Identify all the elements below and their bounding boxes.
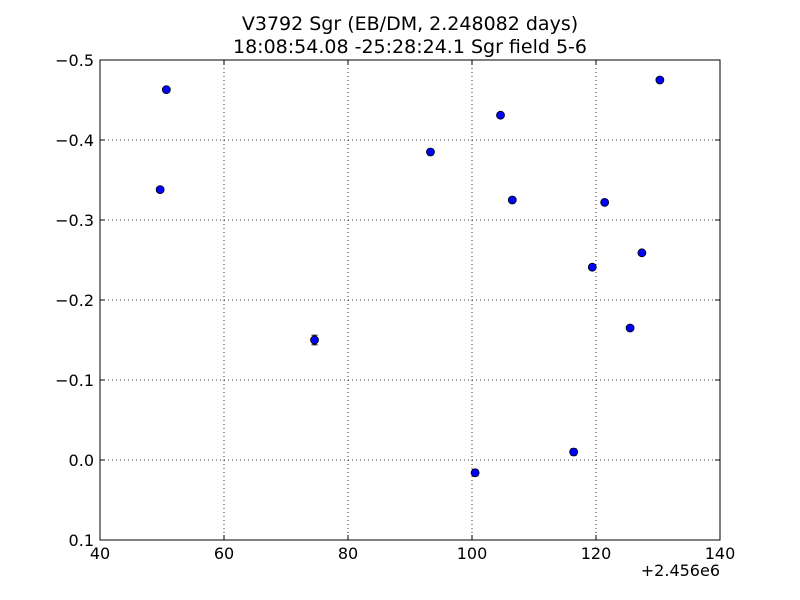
data-point [587, 262, 597, 272]
chart-title-line1: V3792 Sgr (EB/DM, 2.248082 days) [242, 13, 578, 35]
y-tick-label: −0.4 [55, 131, 94, 150]
data-point [161, 85, 171, 94]
x-tick-label: 100 [457, 544, 488, 563]
y-tick-label: 0.1 [69, 531, 94, 550]
y-tick-label: 0.0 [69, 451, 94, 470]
data-points [155, 75, 665, 478]
data-point [625, 323, 635, 333]
axis-ticks: 40 60 80 100 120 140 −0.5 −0.4 −0.3 −0.2 −0.1 0.0 0.… [55, 51, 735, 563]
data-point [155, 185, 165, 195]
x-tick-label: 140 [705, 544, 736, 563]
data-point [496, 110, 505, 120]
y-tick-label: −0.2 [55, 291, 94, 310]
data-point [655, 75, 665, 85]
data-point [600, 197, 610, 207]
x-tick-label: 60 [214, 544, 234, 563]
y-tick-label: −0.3 [55, 211, 94, 230]
x-tick-label: 40 [90, 544, 110, 563]
chart-title-line2: 18:08:54.08 -25:28:24.1 Sgr field 5-6 [233, 36, 587, 58]
grid-lines [99, 59, 721, 541]
axes-frame [99, 59, 721, 541]
data-point [426, 147, 435, 157]
data-point [637, 248, 647, 258]
data-point [310, 335, 319, 345]
data-point [569, 447, 579, 457]
data-point [507, 195, 517, 205]
x-tick-label: 120 [581, 544, 612, 563]
data-point [470, 468, 480, 478]
x-offset-label: +2.456e6 [641, 561, 720, 580]
y-tick-label: −0.1 [55, 371, 94, 390]
y-tick-label: −0.5 [55, 51, 94, 70]
x-tick-label: 80 [338, 544, 358, 563]
